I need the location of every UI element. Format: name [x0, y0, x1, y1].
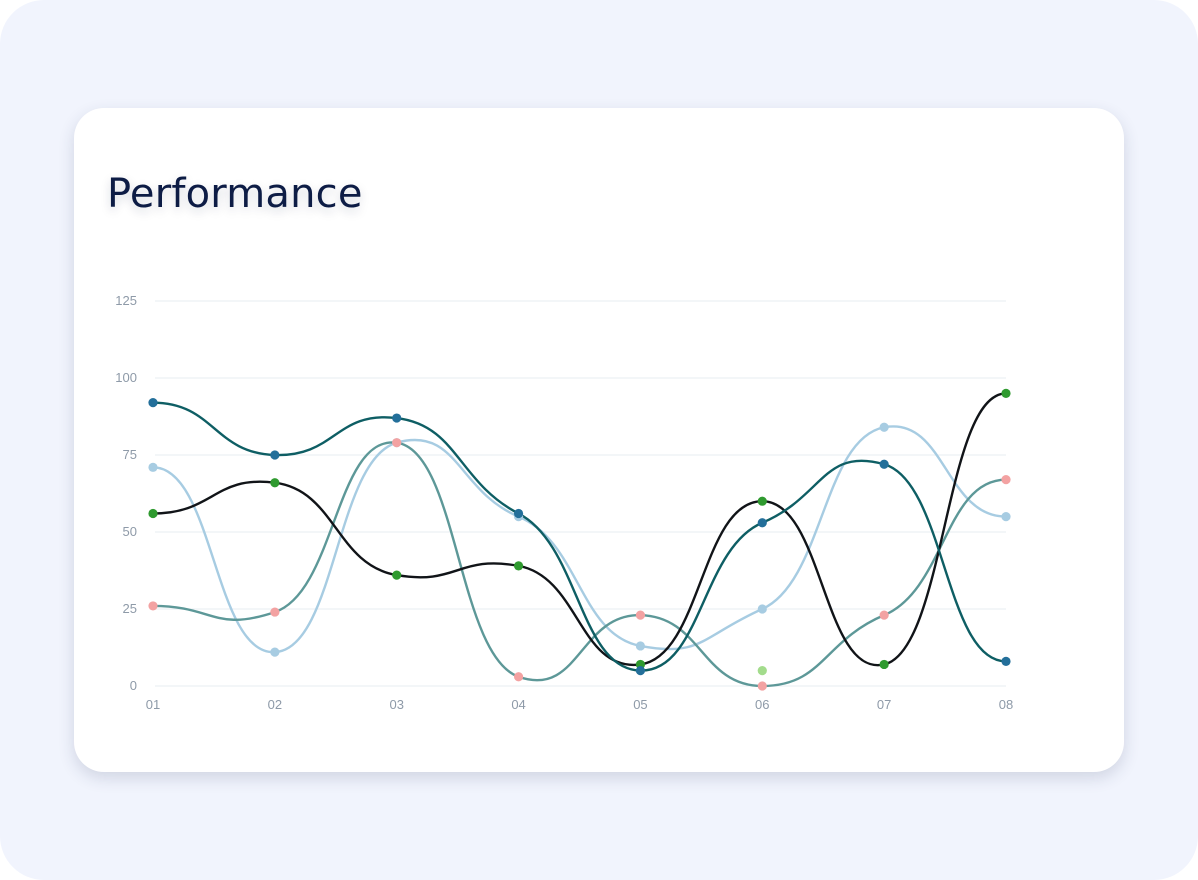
data-point [513, 561, 524, 571]
data-point [757, 496, 767, 506]
x-tick-label: 02 [268, 697, 282, 712]
data-point [148, 508, 158, 519]
data-point [757, 681, 767, 691]
chart-title: Performance [107, 171, 363, 217]
data-point [1001, 388, 1011, 398]
data-point [513, 508, 524, 519]
data-point [270, 478, 280, 488]
y-tick-label: 0 [130, 678, 137, 693]
x-tick-label: 07 [877, 697, 891, 712]
data-point [879, 659, 889, 670]
grid-lines [155, 300, 1006, 687]
data-point [392, 570, 402, 580]
x-tick-label: 04 [511, 697, 525, 712]
data-point [392, 413, 402, 423]
data-point [879, 459, 889, 469]
x-tick-label: 03 [389, 697, 403, 712]
data-point [148, 462, 158, 472]
x-tick-label: 01 [146, 697, 160, 712]
data-point [635, 666, 646, 676]
y-tick-label: 50 [123, 524, 137, 539]
data-point [270, 450, 280, 460]
data-point [270, 647, 280, 657]
data-point [879, 610, 889, 620]
series-line-4 [151, 441, 1008, 688]
data-point [270, 607, 280, 617]
data-point [635, 610, 646, 620]
data-point [635, 641, 646, 651]
data-point [148, 398, 158, 408]
performance-card: Performance [74, 108, 1124, 772]
data-point-markers [148, 388, 1011, 691]
data-point [757, 666, 767, 676]
x-axis-tick-labels: 01 02 03 04 05 06 07 08 [146, 697, 1013, 712]
x-tick-label: 08 [999, 697, 1013, 712]
data-point [392, 438, 402, 448]
data-point [757, 518, 767, 528]
series-line-2 [151, 392, 1008, 667]
data-point [757, 604, 767, 614]
y-tick-label: 100 [115, 370, 137, 385]
series-line-1 [151, 401, 1008, 672]
data-point [1001, 656, 1011, 666]
data-point [879, 422, 889, 432]
data-point [513, 672, 524, 682]
y-tick-label: 125 [115, 293, 137, 308]
x-tick-label: 05 [633, 697, 647, 712]
data-point [148, 601, 158, 611]
y-tick-label: 75 [123, 447, 137, 462]
x-tick-label: 06 [755, 697, 769, 712]
series-lines [151, 392, 1008, 688]
data-point [1001, 475, 1011, 485]
data-point [1001, 511, 1011, 522]
y-tick-label: 25 [123, 601, 137, 616]
y-axis-tick-labels: 0 25 50 75 100 125 [115, 293, 137, 693]
